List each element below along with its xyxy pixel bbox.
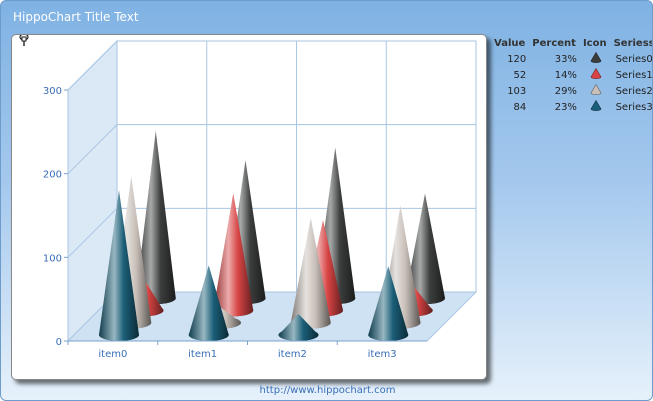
y-tick-label: 100 <box>43 253 62 264</box>
legend-percent: 14% <box>554 69 577 81</box>
y-tick-label: 200 <box>43 170 62 181</box>
legend-header-value: Value <box>494 38 526 49</box>
legend-series: Series0 <box>615 53 653 65</box>
chart-plot: 0 100 200 300 item0 item1 item2 item3 <box>19 35 478 360</box>
cone-series3-item1 <box>188 265 229 341</box>
plot-card: 0 100 200 300 item0 item1 item2 item3 <box>11 34 487 380</box>
cone-icon <box>581 99 612 115</box>
legend-value: 120 <box>507 53 527 65</box>
cone-icon <box>581 51 612 67</box>
legend-series: Series3 <box>615 101 653 113</box>
footer-link[interactable]: http://www.hippochart.com <box>259 385 396 396</box>
legend-series: Series2 <box>615 85 653 97</box>
cone-series3-item3 <box>368 266 409 341</box>
cone-series3-item2 <box>278 313 319 341</box>
cone-series3-item0 <box>99 190 139 341</box>
legend-row: 103 29% Series2 <box>492 83 653 99</box>
legend: Value Percent Icon Seriess 120 33% Serie… <box>492 37 653 115</box>
legend-value: 52 <box>513 69 527 81</box>
legend-header-icon: Icon <box>582 38 607 49</box>
legend-percent: 33% <box>554 53 577 65</box>
gridline <box>67 40 476 91</box>
legend-series: Series1 <box>615 69 653 81</box>
y-tick-label: 0 <box>56 337 62 348</box>
cone-icon <box>581 67 612 83</box>
legend-header-series: Seriess <box>613 38 653 49</box>
cone-icon <box>581 83 612 99</box>
legend-row: 120 33% Series0 <box>492 51 653 67</box>
push-pin-icon <box>19 35 29 46</box>
chart-title: HippoChart Title Text <box>13 10 139 24</box>
legend-row: 52 14% Series1 <box>492 67 653 83</box>
y-tick-label: 300 <box>43 86 62 97</box>
gridline <box>67 124 476 175</box>
legend-header-percent: Percent <box>532 38 576 49</box>
legend-value: 103 <box>507 85 527 97</box>
x-tick-label: item3 <box>368 349 397 360</box>
legend-row: 84 23% Series3 <box>492 99 653 115</box>
legend-value: 84 <box>513 101 527 113</box>
legend-percent: 29% <box>554 85 577 97</box>
x-tick-label: item2 <box>278 349 307 360</box>
x-tick-label: item1 <box>188 349 217 360</box>
legend-percent: 23% <box>554 101 577 113</box>
x-tick-label: item0 <box>98 349 127 360</box>
